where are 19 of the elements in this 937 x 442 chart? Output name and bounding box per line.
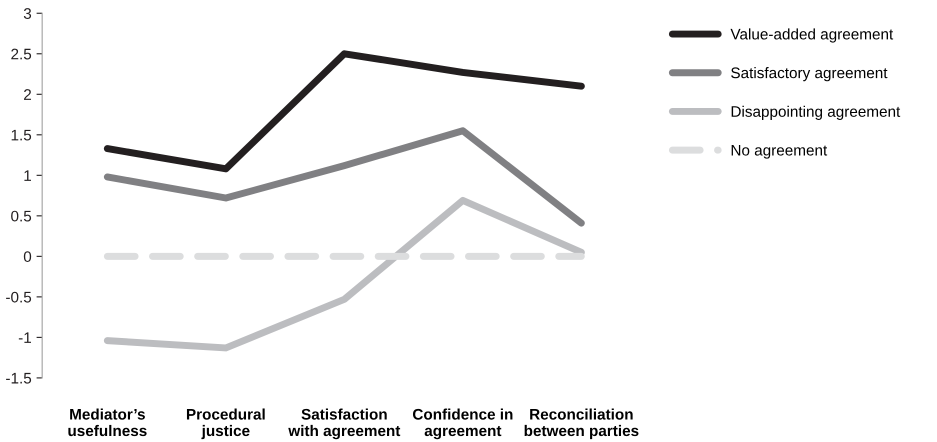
y-tick-label: 1.5 (12, 130, 32, 140)
y-tick-label: 3 (24, 8, 32, 19)
y-tick-label: -1 (18, 332, 32, 343)
legend-label: No agreement (732, 144, 828, 159)
x-tick-label: Procedural justice (186, 408, 265, 440)
x-tick-label: Satisfaction with agreement (288, 408, 400, 440)
y-tick-label: -1.5 (6, 372, 32, 384)
legend-label: Value-added agreement (730, 28, 894, 43)
legend-label: Disappointing agreement (732, 106, 900, 120)
y-tick-label: -0.5 (6, 292, 32, 303)
y-tick-label: 2 (24, 89, 31, 100)
y-tick-label: 0.5 (11, 210, 32, 222)
y-tick-label: 2.5 (11, 48, 32, 60)
x-tick-label: Reconciliation between parties (524, 408, 638, 440)
legend-label: Satisfactory agreement (731, 67, 888, 82)
y-tick-label: 0 (24, 251, 32, 262)
x-tick-label: Mediator’s usefulness (68, 408, 147, 436)
y-tick-label: 1 (24, 170, 32, 181)
x-tick-label: Confidence in agreement (412, 408, 512, 440)
